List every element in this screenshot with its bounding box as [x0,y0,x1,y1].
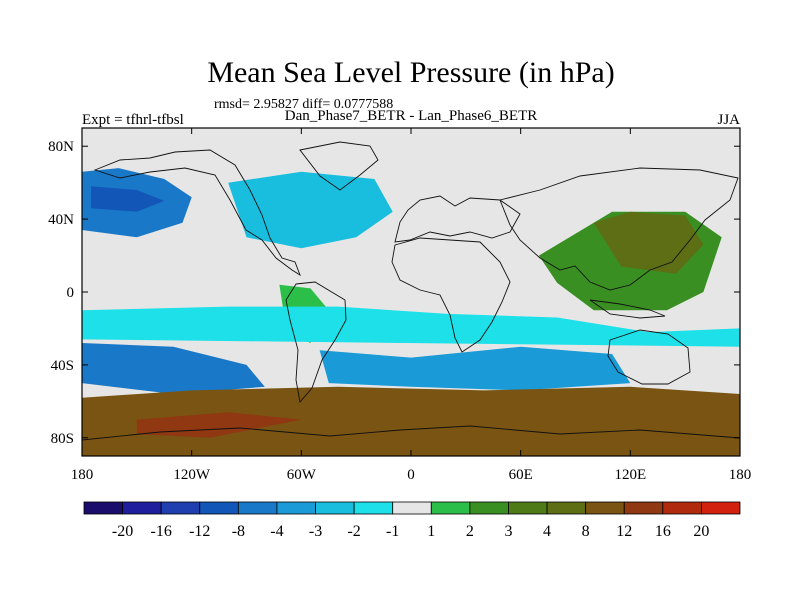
region-west-pacific-core [593,211,704,274]
coastlines [82,141,740,441]
x-axis: 180 120W 60W 0 60E 120E 180 [71,128,752,483]
region-south-atlantic-indian-low [319,346,631,391]
x-tick-label: 180 [71,467,94,483]
colorbar-label: 2 [466,523,474,540]
y-tick-label: 0 [67,285,75,301]
y-tick-label: 40N [48,212,74,228]
y-tick-label: 80S [51,431,74,447]
colorbar-swatch [701,501,741,515]
center-label: Dan_Phase7_BETR - Lan_Phase6_BETR [285,108,537,124]
colorbar-label: -3 [309,523,322,540]
colorbar-swatch [199,501,239,515]
colorbar-label: 16 [655,523,671,540]
colorbar-label: 8 [582,523,590,540]
region-southern-ocean-high [82,386,740,456]
colorbar-swatch [430,501,471,515]
colorbar-swatch [508,501,548,515]
x-tick-label: 0 [407,467,415,483]
colorbar-swatch [469,501,509,515]
coast-africa [391,237,511,353]
left-label: Expt = tfhrl-tfbsl [82,112,184,128]
colorbar-label: -8 [232,523,245,540]
colorbar-label: 3 [504,523,512,540]
coast-indonesia [589,299,666,319]
region-north-atlantic-low [228,171,393,249]
colorbar: -20 -16 -12 -8 -4 -3 -2 -1 1 2 3 4 8 12 16 20 [83,501,741,540]
coast-australia [607,329,691,385]
colorbar-label: -1 [386,523,399,540]
colorbar-swatch [83,501,123,515]
y-axis: 80N 40N 0 40S 80S [48,139,740,447]
region-northern-polar-cap [82,128,740,147]
colorbar-label: -4 [270,523,283,540]
x-tick-label: 180 [729,467,752,483]
coast-north-america [93,149,301,277]
colorbar-swatch [276,501,316,515]
x-tick-label: 120E [614,467,646,483]
plot-area [82,128,740,456]
colorbar-label: -12 [189,523,210,540]
colorbar-swatch [160,501,201,515]
x-tick-label: 60E [509,467,533,483]
colorbar-label: -20 [112,523,133,540]
region-south-pacific-low [82,343,265,394]
chart-title: Mean Sea Level Pressure (in hPa) [207,56,614,89]
colorbar-label: 20 [693,523,709,540]
y-tick-label: 80N [48,139,74,155]
colorbar-swatch [623,501,664,515]
colorbar-swatch [662,501,702,515]
colorbar-swatch [315,501,355,515]
colorbar-label: -16 [151,523,172,540]
coast-south-america [285,281,347,404]
colorbar-swatch [122,501,162,515]
colorbar-label: 4 [543,523,551,540]
stats-line: rmsd= 2.95827 diff= 0.0777588 [214,97,393,112]
colorbar-swatch [585,501,625,515]
y-tick-label: 40S [51,358,74,374]
x-tick-label: 120W [173,467,211,483]
colorbar-label: -2 [347,523,360,540]
coast-greenland [299,141,379,191]
right-label: JJA [717,112,740,128]
colorbar-swatch [353,501,394,515]
colorbar-swatch [546,501,587,515]
coast-antarctica [82,425,740,441]
region-north-pacific-core [91,186,165,212]
colorbar-swatch [392,501,432,515]
colorbar-label: 12 [616,523,632,540]
x-tick-label: 60W [287,467,317,483]
region-tropical-belt-low [82,306,740,347]
coast-europe [394,195,521,243]
colorbar-swatch [237,501,278,515]
coast-asia [499,167,739,291]
colorbar-label: 1 [427,523,435,540]
